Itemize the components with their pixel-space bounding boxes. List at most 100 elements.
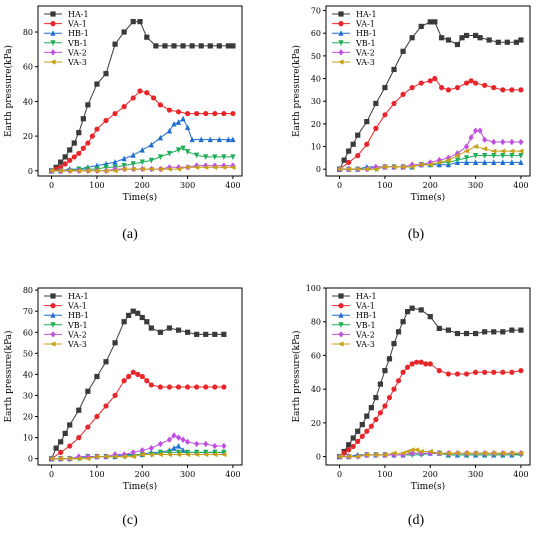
data-point-ha-1 <box>463 32 470 39</box>
data-point-va-3 <box>399 450 406 456</box>
y-tick-label: 20 <box>23 413 33 422</box>
x-tick-label: 200 <box>423 470 438 479</box>
data-point-va-1 <box>500 369 506 375</box>
data-point-ha-1 <box>350 435 356 441</box>
data-point-va-1 <box>71 154 77 160</box>
data-point-ha-1 <box>341 157 347 163</box>
data-point-ha-1 <box>518 37 524 43</box>
legend-label: VA-3 <box>67 340 87 349</box>
data-point-va-2 <box>500 138 506 146</box>
data-point-va-2 <box>221 442 227 450</box>
data-point-ha-1 <box>62 154 68 160</box>
data-point-va-3 <box>413 447 420 453</box>
legend-label: HA-1 <box>68 10 89 19</box>
plot-frame <box>37 5 243 177</box>
legend-marker <box>338 293 344 299</box>
data-point-ha-1 <box>53 445 59 451</box>
x-tick-label: 200 <box>135 181 150 190</box>
data-point-va-3 <box>175 166 182 172</box>
data-point-ha-1 <box>377 381 383 387</box>
data-point-ha-1 <box>62 430 68 436</box>
data-point-va-1 <box>382 403 388 409</box>
x-tick-label: 0 <box>337 181 342 190</box>
data-point-va-2 <box>473 127 479 134</box>
data-point-va-1 <box>157 102 163 108</box>
data-point-ha-1 <box>439 35 445 41</box>
y-tick-label: 100 <box>306 284 321 293</box>
data-point-va-2 <box>166 436 173 443</box>
data-point-vb-1 <box>491 153 497 159</box>
data-point-va-3 <box>121 166 127 172</box>
data-point-va-1 <box>500 87 506 93</box>
legend-label: VB-1 <box>355 321 376 330</box>
legend-label: VA-1 <box>355 20 375 29</box>
legend-label: VB-1 <box>67 321 88 330</box>
data-point-vb-1 <box>166 449 173 456</box>
data-point-va-3 <box>445 157 451 163</box>
data-point-hb-1 <box>198 136 204 143</box>
data-point-ha-1 <box>359 421 365 428</box>
x-axis-title: Time(s) <box>123 481 157 492</box>
data-point-ha-1 <box>346 442 352 448</box>
data-point-va-1 <box>151 95 157 101</box>
legend-label: VA-2 <box>67 48 87 57</box>
y-tick-label: 70 <box>311 7 321 16</box>
data-point-va-1 <box>491 85 497 91</box>
data-point-va-1 <box>67 443 73 449</box>
legend-label: VA-3 <box>355 340 375 349</box>
y-axis-title: Earth pressure(kPa) <box>291 45 302 137</box>
data-point-va-1 <box>175 384 182 390</box>
y-tick-label: 40 <box>311 385 321 394</box>
data-point-va-1 <box>391 386 397 392</box>
data-point-hb-1 <box>175 119 182 125</box>
data-point-va-1 <box>386 394 393 401</box>
data-point-va-1 <box>185 384 191 390</box>
data-point-hb-1 <box>180 115 186 122</box>
y-tick-label: 60 <box>311 29 321 38</box>
panel-label: (a) <box>122 227 138 242</box>
data-point-va-2 <box>373 163 379 171</box>
data-point-va-3 <box>404 448 411 455</box>
x-tick-label: 300 <box>180 181 195 190</box>
data-point-va-1 <box>473 80 479 86</box>
data-point-ha-1 <box>373 394 379 401</box>
y-tick-label: 80 <box>23 28 33 37</box>
data-point-va-1 <box>212 384 218 390</box>
data-point-va-3 <box>75 456 82 462</box>
x-tick-label: 0 <box>49 181 54 190</box>
data-point-va-3 <box>354 166 361 172</box>
data-point-hb-1 <box>180 447 186 453</box>
data-point-va-1 <box>355 153 361 159</box>
data-point-va-1 <box>221 384 227 390</box>
data-point-va-3 <box>211 164 218 170</box>
data-point-ha-1 <box>130 19 136 25</box>
data-point-va-3 <box>472 450 479 456</box>
legend-label: HB-1 <box>356 311 377 320</box>
data-point-va-3 <box>148 166 154 172</box>
data-point-va-3 <box>139 166 145 172</box>
data-point-va-2 <box>491 138 497 146</box>
data-point-va-3 <box>454 450 461 456</box>
data-point-va-1 <box>518 368 524 374</box>
x-tick-label: 400 <box>225 470 240 479</box>
legend-marker <box>337 59 344 65</box>
data-point-hb-1 <box>171 120 177 127</box>
data-point-va-1 <box>409 361 415 367</box>
data-point-hb-1 <box>121 155 127 162</box>
data-point-va-3 <box>517 148 524 154</box>
data-point-va-1 <box>203 384 209 390</box>
data-point-va-1 <box>121 378 127 384</box>
data-point-hb-1 <box>216 136 222 143</box>
data-point-va-2 <box>148 444 154 452</box>
data-point-hb-1 <box>491 159 497 165</box>
y-tick-label: 40 <box>311 75 321 84</box>
data-point-hb-1 <box>518 159 524 165</box>
data-point-va-3 <box>139 451 145 458</box>
x-tick-label: 400 <box>225 181 240 190</box>
legend-marker <box>49 59 56 65</box>
data-point-ha-1 <box>153 43 159 49</box>
data-point-va-3 <box>184 451 191 458</box>
data-point-vb-1 <box>482 153 488 159</box>
data-point-va-2 <box>463 143 470 150</box>
data-point-hb-1 <box>473 159 479 165</box>
